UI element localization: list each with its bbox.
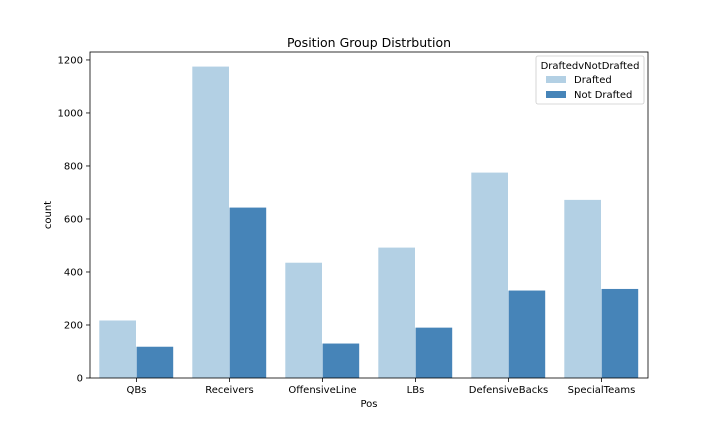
x-tick-label: LBs [407, 385, 425, 396]
y-tick-label: 400 [64, 267, 83, 278]
bar-drafted-specialteams [564, 199, 601, 378]
bar-not-drafted-specialteams [601, 288, 639, 378]
x-tick-label: SpecialTeams [568, 385, 636, 396]
x-axis: QBs Receivers OffensiveLine LBs DefensiveBac… [127, 378, 636, 396]
bar-drafted-qbs [99, 320, 136, 378]
chart-title: Position Group Distrbution [287, 35, 451, 50]
y-axis: 0 200 400 600 800 1000 1200 [58, 55, 90, 385]
x-tick-label: Receivers [205, 385, 253, 396]
y-tick-label: 600 [64, 214, 83, 225]
x-tick-label: OffensiveLine [288, 385, 356, 396]
bar-not-drafted-lbs [415, 327, 453, 378]
legend-label: Not Drafted [574, 90, 632, 101]
legend-items: Drafted Not Drafted [546, 75, 632, 101]
y-tick-label: 200 [64, 320, 83, 331]
x-axis-label: Pos [360, 399, 377, 410]
legend-label: Drafted [574, 75, 612, 86]
legend: DraftedvNotDrafted Drafted Not Drafted [535, 55, 645, 105]
y-tick-label: 0 [77, 374, 83, 385]
legend-swatch-drafted [546, 76, 566, 83]
legend-swatch-not-drafted [546, 91, 566, 98]
y-tick-label: 800 [64, 161, 83, 172]
legend-title: DraftedvNotDrafted [541, 61, 640, 72]
y-tick-label: 1200 [58, 55, 83, 66]
bars-layer [99, 66, 639, 378]
bar-not-drafted-qbs [136, 346, 174, 378]
x-tick-label: QBs [127, 385, 147, 396]
bar-drafted-receivers [192, 66, 229, 378]
bar-drafted-lbs [378, 247, 415, 378]
y-axis-label: count [43, 201, 54, 229]
bar-not-drafted-offensiveline [322, 343, 360, 378]
x-tick-label: DefensiveBacks [469, 385, 548, 396]
bar-not-drafted-receivers [229, 207, 267, 378]
bar-drafted-defensivebacks [471, 172, 508, 378]
bar-drafted-offensiveline [285, 262, 322, 378]
bar-not-drafted-defensivebacks [508, 290, 546, 378]
y-tick-label: 1000 [58, 108, 83, 119]
plot-frame [89, 51, 649, 379]
